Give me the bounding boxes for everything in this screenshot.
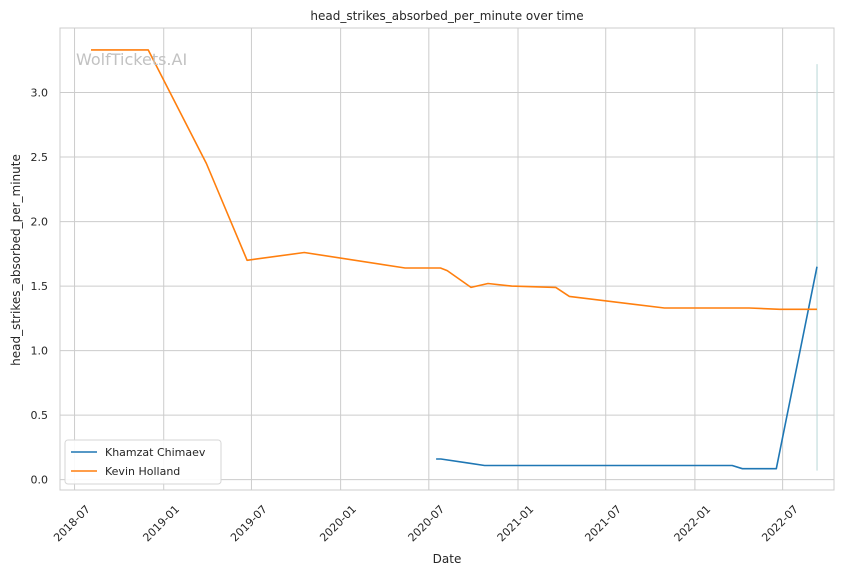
y-axis-ticks: 0.0 0.5 1.0 1.5 2.0 2.5 3.0 [31, 87, 49, 487]
y-tick-label-1.5: 1.5 [31, 280, 49, 293]
series-line-khamzat-chimaev [436, 266, 818, 470]
legend: Khamzat Chimaev Kevin Holland [64, 439, 222, 485]
legend-label-khamzat-chimaev: Khamzat Chimaev [105, 446, 206, 459]
plot-area [59, 27, 835, 491]
y-tick-label-3: 3.0 [31, 87, 49, 100]
series-line-kevin-holland [91, 49, 817, 311]
y-tick-label-0: 0.0 [31, 474, 49, 487]
chart-title: head_strikes_absorbed_per_minute over ti… [310, 9, 583, 23]
legend-box [64, 439, 222, 485]
y-tick-label-2.5: 2.5 [31, 151, 49, 164]
watermark: WolfTickets.AI [76, 50, 187, 69]
y-tick-label-2: 2.0 [31, 216, 49, 229]
x-axis-label: Date [433, 552, 462, 566]
series-lines [91, 49, 818, 470]
grid-lines [60, 28, 834, 490]
y-tick-label-1: 1.0 [31, 345, 49, 358]
legend-label-kevin-holland: Kevin Holland [105, 465, 180, 478]
y-tick-label-0.5: 0.5 [31, 409, 49, 422]
y-axis-label: head_strikes_absorbed_per_minute [9, 154, 23, 366]
